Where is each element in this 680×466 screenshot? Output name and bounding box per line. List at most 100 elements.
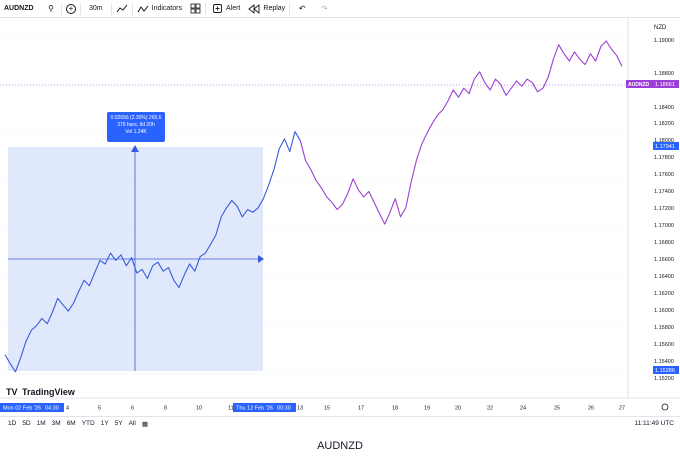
range-1d[interactable]: 1D [8,420,17,427]
price-tick: 1.19000 [654,38,674,44]
price-tick: 1.17600 [654,172,674,178]
price-tick: 1.17800 [654,155,674,161]
plus-icon: + [66,3,76,14]
settings-gear-icon[interactable] [661,403,669,411]
divider [131,2,133,15]
price-tick: 1.16200 [654,291,674,297]
price-tick: 1.15600 [654,342,674,348]
templates-button[interactable] [186,0,205,18]
price-axis[interactable]: NZD 1.19000 1.18800 1.18400 1.18200 1.18… [626,18,679,398]
time-tick: 8 [164,406,167,412]
currency-label: NZD [654,25,667,31]
time-axis[interactable]: Mon 02 Feb '26 04:30 Thu 12 Feb '26 00:3… [0,397,680,412]
range-5d[interactable]: 5D [22,420,31,427]
measure-volume: Vol 1.24K [125,129,147,135]
divider [289,2,291,15]
range-bottom-value: 1.15286 [655,368,675,374]
alert-label: Alert [225,5,241,12]
interval-label: 30m [89,5,103,12]
time-tick: 17 [358,406,364,412]
symbol-selector[interactable]: AUDNZD ⚲ [0,0,61,18]
time-tick: 11 [228,406,234,412]
range-end-date: Thu 12 Feb '26 [236,406,273,412]
measure-change: 0.02656 (2.30%) 265.6 [110,115,162,121]
redo-icon: ↷ [320,4,328,13]
redo-button[interactable]: ↷ [314,0,334,18]
time-tick: 13 [297,406,303,412]
time-tick: 20 [455,406,461,412]
range-all[interactable]: All [128,420,136,427]
price-chart[interactable]: NZD 1.19000 1.18800 1.18400 1.18200 1.18… [0,18,680,416]
measure-info-box: 0.02656 (2.30%) 265.6 376 bars, 9d 20h V… [107,112,165,142]
range-start-tag [0,403,64,412]
tradingview-watermark: TV TradingView [6,387,76,397]
range-bottom-tag [653,366,679,374]
interval-selector[interactable]: 30m [81,0,111,18]
symbol-label: AUDNZD [4,5,34,12]
replay-icon [248,3,260,14]
price-tick: 1.16600 [654,257,674,263]
tradingview-wordmark: TradingView [22,387,76,397]
price-tick: 1.17000 [654,223,674,229]
indicators-label: Indicators [151,5,182,12]
time-tick: 24 [520,406,526,412]
range-1m[interactable]: 1M [36,420,46,427]
top-toolbar: AUDNZD ⚲ + 30m Indicators Alert Replay ↶… [0,0,680,18]
price-tick: 1.18400 [654,105,674,111]
price-tick: 1.17200 [654,206,674,212]
time-tick: 10 [196,406,202,412]
range-3m[interactable]: 3M [51,420,61,427]
time-tick: 5 [98,406,101,412]
search-icon: ⚲ [48,4,54,13]
price-tick: 1.15200 [654,376,674,382]
range-start-time: 04:30 [45,406,59,412]
range-ytd[interactable]: YTD [81,420,95,427]
time-tick: 4 [66,406,69,412]
range-end-time: 00:30 [277,406,291,412]
replay-button[interactable]: Replay [244,0,289,18]
range-5y[interactable]: 5Y [114,420,123,427]
price-tick: 1.18200 [654,121,674,127]
measure-bars: 376 bars, 9d 20h [117,122,155,128]
series-line-blue [4,131,301,373]
divider [80,2,81,15]
price-tick: 1.15400 [654,359,674,365]
price-tick: 1.15800 [654,325,674,331]
undo-button[interactable]: ↶ [290,0,314,18]
alert-button[interactable]: Alert [206,0,244,18]
price-tick: 1.16400 [654,274,674,280]
symbol-price-tag-label: AUDNZD [628,82,649,88]
price-series [4,40,623,373]
measure-right-arrow-icon [258,255,264,263]
series-line-purple [299,40,623,225]
time-tick: 19 [424,406,430,412]
time-tick: 18 [392,406,398,412]
divider [61,2,62,15]
last-price-tag [653,80,679,88]
time-tick: 6 [131,406,134,412]
replay-label: Replay [263,5,286,12]
price-tick: 1.18000 [654,138,674,144]
chart-type-button[interactable] [112,0,132,18]
price-tick: 1.17400 [654,189,674,195]
tradingview-logo-icon: TV [6,387,18,397]
range-toolbar: 1D 5D 1M 3M 6M YTD 1Y 5Y All ▦ 11:11:49 … [0,416,680,430]
layout-grid-icon [190,3,201,14]
divider [204,2,206,15]
alarm-clock-icon [213,4,222,13]
indicators-button[interactable]: Indicators [133,0,186,18]
undo-icon: ↶ [298,4,306,13]
range-6m[interactable]: 6M [66,420,76,427]
compare-button[interactable]: + [62,0,80,18]
symbol-price-tag [626,80,653,88]
indicators-icon [137,5,149,12]
range-top-value: 1.17941 [655,144,675,150]
range-start-date: Mon 02 Feb '26 [3,406,41,412]
utc-clock[interactable]: 11:11:49 UTC [634,420,674,427]
time-tick: 15 [324,406,330,412]
date-range-calendar-icon[interactable]: ▦ [141,420,149,428]
last-price-value: 1.18661 [655,82,675,88]
time-tick: 25 [554,406,560,412]
range-end-tag [233,403,296,412]
range-1y[interactable]: 1Y [100,420,109,427]
